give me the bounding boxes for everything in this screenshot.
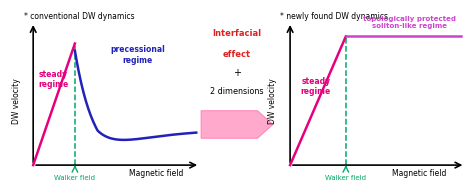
Text: steady
regime: steady regime xyxy=(38,70,68,89)
Text: Magnetic field: Magnetic field xyxy=(129,169,183,178)
Text: DW velocity: DW velocity xyxy=(12,78,20,124)
Text: steady
regime: steady regime xyxy=(301,77,331,96)
Text: effect: effect xyxy=(223,50,251,59)
Text: * newly found DW dynamics: * newly found DW dynamics xyxy=(280,12,388,21)
Text: precessional
regime: precessional regime xyxy=(110,45,165,65)
Text: Walker field: Walker field xyxy=(325,175,366,181)
Text: * conventional DW dynamics: * conventional DW dynamics xyxy=(24,12,134,21)
Text: Magnetic field: Magnetic field xyxy=(392,169,447,178)
FancyArrow shape xyxy=(201,111,273,138)
Text: Walker field: Walker field xyxy=(55,175,95,181)
Text: +: + xyxy=(233,68,241,78)
Text: Interfacial: Interfacial xyxy=(212,29,262,38)
Text: DW velocity: DW velocity xyxy=(268,78,277,124)
Text: topologically protected
soliton-like regime: topologically protected soliton-like reg… xyxy=(363,16,456,29)
Text: 2 dimensions: 2 dimensions xyxy=(210,87,264,96)
